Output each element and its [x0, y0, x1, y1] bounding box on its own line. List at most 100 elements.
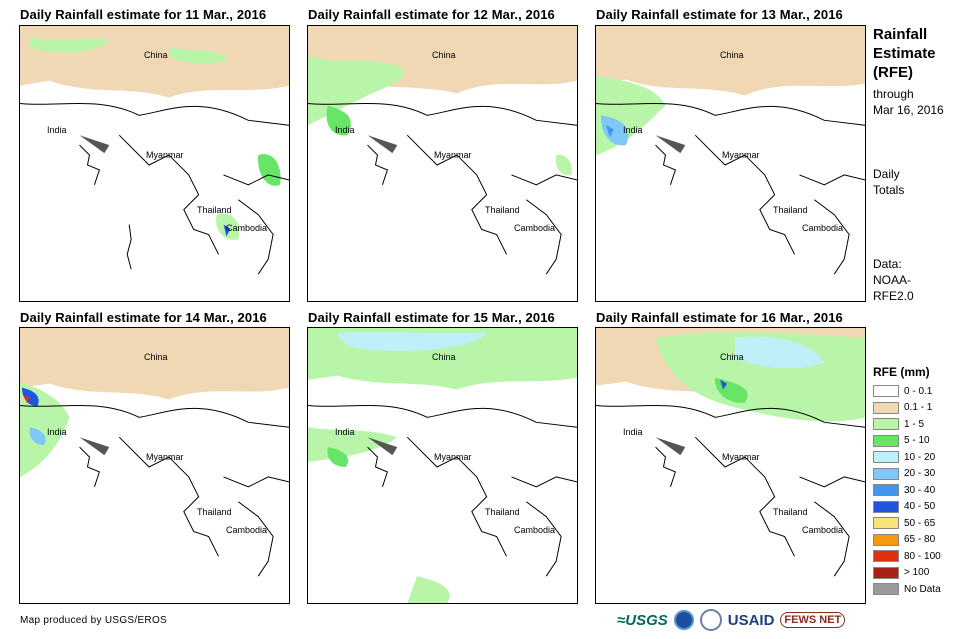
rainfall-map-14-mar: China India Myanmar Thailand Cambodia	[19, 327, 290, 604]
rainfall-map-16-mar: China India Myanmar Thailand Cambodia	[595, 327, 866, 604]
map-graphic	[596, 26, 865, 275]
rainfall-map-15-mar: China India Myanmar Thailand Cambodia	[307, 327, 578, 604]
thailand-label: Thailand	[485, 507, 520, 517]
legend-label: 10 - 20	[904, 451, 936, 463]
legend-label: 40 - 50	[904, 501, 936, 513]
legend: 0 - 0.1 0.1 - 1 1 - 5 5 - 10 10 - 20 20 - 30 3…	[873, 383, 941, 598]
panel-title: Daily Rainfall estimate for 16 Mar., 201…	[596, 310, 843, 325]
rfe-title-line3: (RFE)	[873, 64, 913, 81]
legend-label: 5 - 10	[904, 435, 930, 447]
rainfall-map-12-mar: China India Myanmar Thailand Cambodia	[307, 25, 578, 302]
legend-swatch	[873, 517, 899, 530]
legend-label: 20 - 30	[904, 468, 936, 480]
map-graphic	[20, 26, 289, 275]
cambodia-label: Cambodia	[802, 223, 844, 233]
thailand-label: Thailand	[485, 205, 520, 215]
daily-label: Daily	[873, 167, 900, 181]
india-label: India	[623, 427, 643, 437]
myanmar-label: Myanmar	[434, 150, 472, 160]
india-label: India	[335, 427, 355, 437]
myanmar-label: Myanmar	[434, 452, 472, 462]
legend-swatch	[873, 401, 899, 414]
data-source-line1: NOAA-	[873, 273, 912, 287]
china-label: China	[144, 50, 168, 60]
thailand-label: Thailand	[773, 205, 808, 215]
india-label: India	[47, 427, 67, 437]
noaa-logo	[673, 610, 694, 630]
panel-title: Daily Rainfall estimate for 13 Mar., 201…	[596, 7, 843, 22]
legend-item: 20 - 30	[873, 466, 941, 483]
legend-swatch	[873, 533, 899, 546]
china-label: China	[432, 352, 456, 362]
cambodia-label: Cambodia	[514, 525, 556, 535]
legend-item: 10 - 20	[873, 449, 941, 466]
through-date: Mar 16, 2016	[873, 103, 944, 117]
legend-swatch	[873, 434, 899, 447]
legend-label: 1 - 5	[904, 418, 925, 430]
legend-label: No Data	[904, 583, 941, 595]
rfe-title-line1: Rainfall	[873, 26, 928, 43]
map-graphic	[308, 26, 577, 275]
legend-swatch	[873, 418, 899, 431]
rfe-title-line2: Estimate	[873, 45, 936, 62]
footer-credit: Map produced by USGS/EROS	[20, 615, 168, 626]
legend-swatch	[873, 467, 899, 480]
usaid-logo: USAID	[727, 611, 775, 629]
panel-title: Daily Rainfall estimate for 12 Mar., 201…	[308, 7, 555, 22]
rainfall-map-11-mar: China India Myanmar Thailand Cambodia	[19, 25, 290, 302]
rainfall-map-13-mar: China India Myanmar Thailand Cambodia	[595, 25, 866, 302]
cambodia-label: Cambodia	[226, 223, 268, 233]
legend-item: > 100	[873, 565, 941, 582]
panel-title: Daily Rainfall estimate for 11 Mar., 201…	[20, 7, 267, 22]
india-label: India	[47, 125, 67, 135]
thailand-label: Thailand	[197, 507, 232, 517]
legend-item: 65 - 80	[873, 532, 941, 549]
cambodia-label: Cambodia	[226, 525, 268, 535]
logo-strip: ≈USGS USAID FEWS NET	[617, 606, 846, 634]
legend-swatch	[873, 583, 899, 596]
legend-item: 50 - 65	[873, 515, 941, 532]
legend-item: 1 - 5	[873, 416, 941, 433]
data-source-line2: RFE2.0	[873, 289, 914, 303]
cambodia-label: Cambodia	[514, 223, 556, 233]
thailand-label: Thailand	[197, 205, 232, 215]
china-label: China	[720, 352, 744, 362]
india-label: India	[623, 125, 643, 135]
legend-swatch	[873, 484, 899, 497]
myanmar-label: Myanmar	[722, 452, 760, 462]
legend-item: 80 - 100	[873, 548, 941, 565]
totals-label: Totals	[873, 183, 905, 197]
legend-label: 50 - 65	[904, 517, 936, 529]
legend-item: 0.1 - 1	[873, 400, 941, 417]
legend-label: 30 - 40	[904, 484, 936, 496]
legend-item: 40 - 50	[873, 499, 941, 516]
legend-swatch	[873, 500, 899, 513]
legend-swatch	[873, 451, 899, 464]
myanmar-label: Myanmar	[146, 452, 184, 462]
legend-label: 65 - 80	[904, 534, 936, 546]
map-graphic	[596, 328, 865, 577]
legend-label: 80 - 100	[904, 550, 941, 562]
data-label: Data:	[873, 257, 902, 271]
myanmar-label: Myanmar	[146, 150, 184, 160]
panel-title: Daily Rainfall estimate for 14 Mar., 201…	[20, 310, 267, 325]
legend-item: 0 - 0.1	[873, 383, 941, 400]
seal-logo	[699, 609, 722, 631]
legend-item: 5 - 10	[873, 433, 941, 450]
legend-label: 0 - 0.1	[904, 385, 933, 397]
fews-net-logo: FEWS NET	[780, 612, 846, 628]
legend-swatch	[873, 385, 899, 398]
panel-title: Daily Rainfall estimate for 15 Mar., 201…	[308, 310, 555, 325]
india-label: India	[335, 125, 355, 135]
china-label: China	[432, 50, 456, 60]
legend-item: 30 - 40	[873, 482, 941, 499]
legend-item: No Data	[873, 581, 941, 598]
map-graphic	[308, 328, 577, 603]
legend-label: 0.1 - 1	[904, 402, 933, 414]
legend-title: RFE (mm)	[873, 365, 930, 379]
thailand-label: Thailand	[773, 507, 808, 517]
through-label: through	[873, 87, 914, 101]
map-graphic	[20, 328, 289, 577]
legend-label: > 100	[904, 567, 930, 579]
myanmar-label: Myanmar	[722, 150, 760, 160]
